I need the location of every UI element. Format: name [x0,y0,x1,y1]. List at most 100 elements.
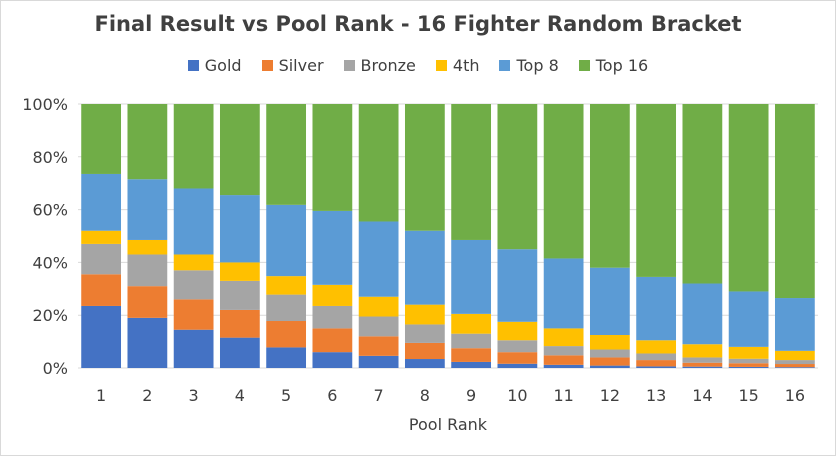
y-tick-label: 100% [22,95,68,114]
bar-segment-top-8-rank-14 [682,283,723,345]
legend-item-silver: Silver [261,56,324,75]
legend-swatch [578,60,590,71]
bar-segment-4th-rank-11 [543,328,584,347]
bar-segment-bronze-rank-9 [451,333,492,349]
bar-segment-silver-rank-12 [589,357,630,366]
bar-segment-top-8-rank-4 [219,195,260,263]
legend: Gold Silver Bronze 4th Top 8 Top 16 [0,56,836,75]
bar-segment-gold-rank-9 [451,361,492,368]
bar-segment-4th-rank-16 [774,350,815,361]
bar-segment-4th-rank-5 [266,276,307,295]
bar-segment-bronze-rank-8 [404,324,445,343]
bar-segment-4th-rank-3 [173,254,214,271]
bar-segment-4th-rank-10 [497,321,538,341]
bar-segment-top-8-rank-2 [127,179,168,240]
bar-segment-top-16-rank-2 [127,104,168,180]
bar-segment-top-16-rank-6 [312,104,353,211]
bar-segment-4th-rank-2 [127,239,168,255]
x-tick-label: 7 [374,386,384,405]
bar-segment-silver-rank-2 [127,286,168,318]
bar-segment-gold-rank-8 [404,359,445,368]
legend-swatch [187,60,199,71]
x-tick-label: 5 [281,386,291,405]
x-tick-label: 3 [189,386,199,405]
bar-segment-silver-rank-5 [266,321,307,348]
bar-segment-top-16-rank-12 [589,104,630,268]
x-tick-label: 15 [738,386,758,405]
bar-segment-gold-rank-11 [543,364,584,368]
bar-segment-silver-rank-15 [728,363,769,367]
x-tick-label: 13 [646,386,666,405]
bar-segment-4th-rank-12 [589,335,630,350]
bar-segment-silver-rank-6 [312,328,353,353]
bar-segment-silver-rank-11 [543,355,584,365]
bar-segment-bronze-rank-15 [728,358,769,364]
bar-segment-4th-rank-1 [81,230,122,244]
bar-segment-bronze-rank-3 [173,270,214,300]
bar-segment-gold-rank-14 [682,366,723,368]
x-tick-label: 4 [235,386,245,405]
bar-segment-top-8-rank-7 [358,221,399,297]
bar-segment-top-8-rank-3 [173,188,214,255]
bar-segment-top-16-rank-1 [81,104,122,174]
bar-segment-top-16-rank-4 [219,104,260,196]
bar-segment-4th-rank-6 [312,284,353,306]
x-tick-label: 9 [466,386,476,405]
bar-segment-4th-rank-8 [404,304,445,325]
legend-swatch [435,60,447,71]
legend-label: Top 16 [595,56,649,75]
bar-segment-top-8-rank-11 [543,258,584,329]
x-tick-label: 12 [600,386,620,405]
legend-swatch [261,60,273,71]
x-tick-label: 10 [507,386,527,405]
bar-segment-top-16-rank-9 [451,104,492,240]
bar-segment-silver-rank-8 [404,342,445,360]
bar-segment-silver-rank-13 [636,360,677,367]
bar-segment-gold-rank-2 [127,317,168,368]
bar-segment-bronze-rank-1 [81,243,122,275]
bar-segment-bronze-rank-7 [358,316,399,337]
bar-segment-top-16-rank-16 [774,104,815,299]
bar-segment-silver-rank-3 [173,299,214,330]
bar-segment-top-8-rank-1 [81,173,122,231]
x-tick-label: 2 [142,386,152,405]
bar-segment-top-16-rank-7 [358,104,399,222]
bar-segment-bronze-rank-16 [774,360,815,365]
x-tick-label: 14 [692,386,712,405]
x-tick-label: 1 [96,386,106,405]
bar-segment-silver-rank-4 [219,309,260,338]
bar-segment-gold-rank-6 [312,352,353,368]
x-tick-label: 8 [420,386,430,405]
bar-segment-silver-rank-16 [774,364,815,368]
bar-segment-top-8-rank-15 [728,291,769,347]
bar-segment-4th-rank-15 [728,346,769,359]
bar-segment-top-8-rank-16 [774,298,815,351]
bar-segment-top-8-rank-8 [404,230,445,305]
bar-segment-bronze-rank-14 [682,357,723,363]
bar-segment-top-8-rank-9 [451,239,492,314]
bar-segment-bronze-rank-6 [312,305,353,329]
bar-segment-gold-rank-16 [774,367,815,368]
legend-label: Top 8 [516,56,559,75]
bar-segment-top-16-rank-11 [543,104,584,259]
bar-segment-gold-rank-15 [728,366,769,368]
legend-swatch [343,60,355,71]
bar-segment-top-16-rank-14 [682,104,723,284]
x-tick-label: 11 [553,386,573,405]
bar-segment-bronze-rank-5 [266,294,307,322]
bar-segment-silver-rank-14 [682,362,723,367]
legend-item-top-8: Top 8 [499,56,559,75]
bar-segment-gold-rank-1 [81,305,122,368]
legend-label: Bronze [360,56,416,75]
bar-segment-top-8-rank-10 [497,249,538,322]
bar-segment-4th-rank-9 [451,313,492,334]
bar-segment-top-16-rank-10 [497,104,538,250]
bar-segment-4th-rank-13 [636,340,677,354]
legend-label: Silver [278,56,324,75]
legend-item-top-16: Top 16 [578,56,649,75]
bar-segment-bronze-rank-2 [127,254,168,287]
y-tick-label: 60% [32,201,68,220]
bar-segment-bronze-rank-13 [636,353,677,361]
bar-segment-gold-rank-13 [636,366,677,368]
